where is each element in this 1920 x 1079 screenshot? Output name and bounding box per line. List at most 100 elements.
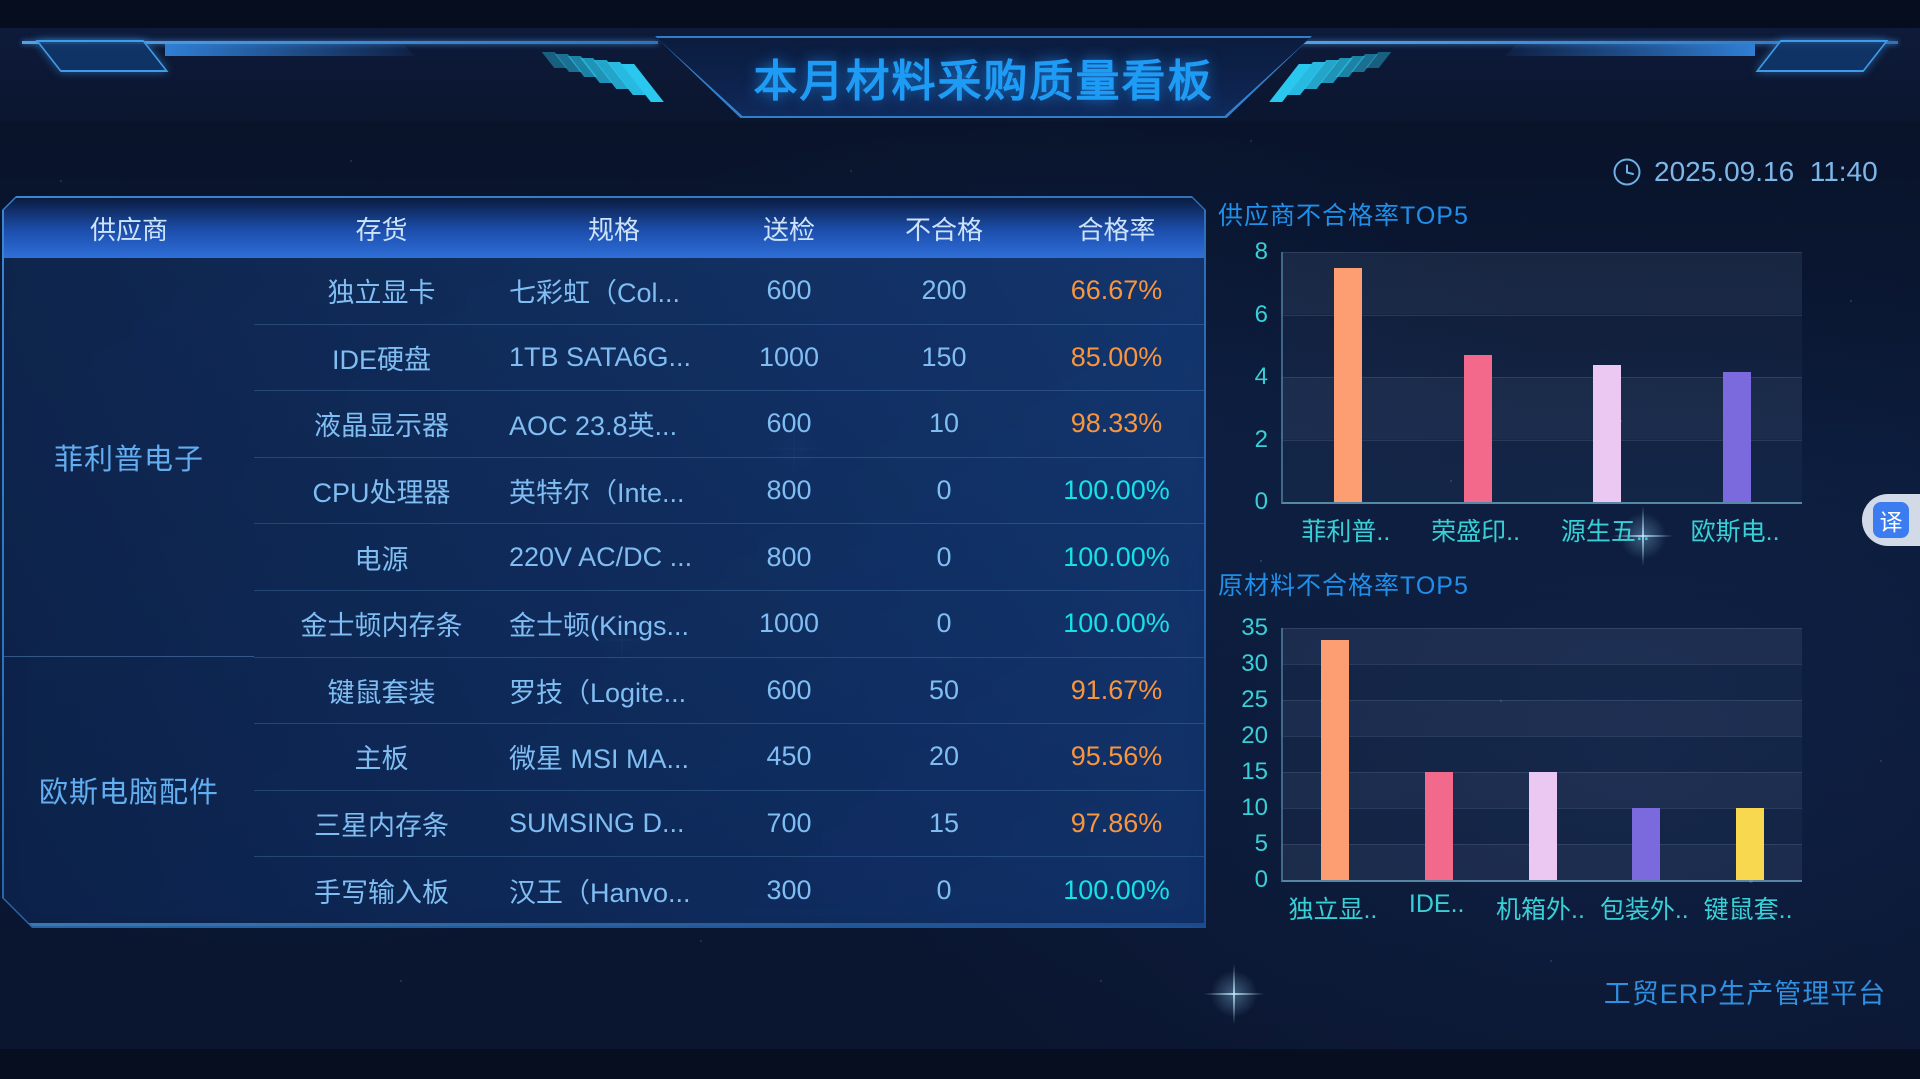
gridline	[1283, 439, 1802, 441]
pass-rate-cell: 100.00%	[1063, 475, 1170, 506]
item-cell: 液晶显示器	[314, 411, 449, 442]
title-container: 本月材料采购质量看板	[655, 36, 1312, 118]
inspected-cell: 700	[766, 808, 812, 839]
gridline	[1283, 377, 1802, 378]
y-axis-tick-label: 6	[1254, 300, 1268, 328]
defect-cell: 200	[921, 275, 967, 306]
gridline	[1283, 700, 1802, 701]
table-row: 液晶显示器 AOC 23.8英... 600 10 98.33%	[254, 391, 1204, 458]
chart-bar	[1593, 364, 1622, 502]
clock-icon	[1612, 157, 1642, 187]
header-line-left	[22, 41, 658, 44]
spec-cell: 汉王（Hanvo...	[509, 877, 691, 908]
chart-bar	[1528, 772, 1557, 880]
defect-cell: 0	[936, 475, 952, 506]
defect-cell: 10	[928, 408, 960, 439]
header-ornament-left	[35, 40, 169, 72]
column-header-spec: 规格	[587, 214, 640, 245]
chart-plot-area	[1281, 628, 1802, 882]
spec-cell: 七彩虹（Col...	[509, 278, 681, 309]
item-cell: CPU处理器	[312, 478, 451, 509]
defect-cell: 20	[928, 741, 960, 772]
x-axis-category-label: 源生五..	[1560, 518, 1650, 546]
column-header-item: 存货	[355, 214, 408, 245]
item-cell: 三星内存条	[314, 811, 449, 842]
pass-rate-cell: 66.67%	[1070, 275, 1163, 306]
x-axis-category-label: 键鼠套..	[1703, 896, 1793, 924]
y-axis-tick-label: 2	[1254, 425, 1268, 453]
y-axis-tick-label: 8	[1254, 238, 1268, 265]
defect-cell: 0	[936, 874, 952, 905]
chart-bar	[1736, 808, 1765, 880]
header-bar-left	[165, 44, 415, 56]
inspected-cell: 600	[766, 674, 812, 705]
inspected-cell: 1000	[758, 341, 820, 372]
gridline	[1283, 736, 1802, 737]
inspected-cell: 1000	[758, 608, 820, 639]
defect-cell: 15	[928, 808, 960, 839]
supplier-group-cell: 欧斯电脑配件	[38, 777, 219, 810]
header-banner: 本月材料采购质量看板	[0, 28, 1920, 122]
chart-bar	[1723, 372, 1752, 502]
table-row: 三星内存条 SUMSING D... 700 15 97.86%	[254, 791, 1204, 858]
gridline	[1283, 252, 1802, 253]
item-cell: 金士顿内存条	[300, 611, 463, 642]
x-axis-category-label: 菲利普..	[1301, 518, 1391, 546]
table-row: 独立显卡 七彩虹（Col... 600 200 66.67%	[254, 258, 1204, 325]
pass-rate-cell: 98.33%	[1070, 408, 1163, 439]
gridline	[1283, 314, 1802, 316]
defect-cell: 0	[936, 608, 952, 639]
translate-button[interactable]: 译	[1873, 502, 1909, 538]
pass-rate-cell: 100.00%	[1063, 541, 1170, 572]
pass-rate-cell: 100.00%	[1063, 874, 1170, 905]
top-strip	[0, 0, 1920, 28]
x-axis-category-label: 欧斯电..	[1690, 518, 1780, 546]
translate-widget: 译	[1862, 494, 1920, 546]
x-axis-category-label: 机箱外..	[1496, 896, 1585, 924]
y-axis-tick-label: 25	[1241, 686, 1268, 713]
pass-rate-cell: 95.56%	[1070, 741, 1163, 772]
table-row: IDE硬盘 1TB SATA6G... 1000 150 85.00%	[254, 325, 1204, 392]
spec-cell: 220V AC/DC ...	[509, 541, 693, 572]
material-defect-rate-chart: 原材料不合格率TOP5 0 5 10 15 20 25 30 35 独立显.. IDE.. 机箱外.…	[1218, 566, 1878, 931]
header-ornament-right	[1755, 40, 1889, 72]
y-axis-tick-label: 20	[1241, 722, 1268, 749]
y-axis-tick-label: 30	[1241, 650, 1268, 677]
chart-bar	[1632, 808, 1661, 880]
chart-bar	[1320, 640, 1349, 880]
chart-plot-area	[1281, 252, 1802, 504]
y-axis-tick-label: 0	[1254, 488, 1268, 515]
table-rows: 独立显卡 七彩虹（Col... 600 200 66.67% IDE硬盘 1TB SATA6…	[254, 258, 1204, 923]
quality-table-panel: 供应商 存货 规格 送检 不合格 合格率 菲利普电子 欧斯电脑配件 独立显卡 七彩虹…	[2, 196, 1206, 928]
pass-rate-cell: 100.00%	[1063, 608, 1170, 639]
column-header-pass-rate: 合格率	[1077, 214, 1156, 245]
chart-title: 供应商不合格率TOP5	[1218, 202, 1469, 230]
table-row: CPU处理器 英特尔（Inte... 800 0 100.00%	[254, 458, 1204, 525]
table-body: 菲利普电子 欧斯电脑配件 独立显卡 七彩虹（Col... 600 200 66.67% ID…	[4, 258, 1204, 923]
page-title: 本月材料采购质量看板	[753, 57, 1214, 106]
x-axis-category-label: 荣盛印..	[1431, 518, 1521, 546]
table-header: 供应商 存货 规格 送检 不合格 合格率	[4, 198, 1204, 258]
column-header-supplier: 供应商	[89, 214, 168, 245]
defect-cell: 0	[936, 541, 952, 572]
spec-cell: 金士顿(Kings...	[509, 611, 690, 642]
chart-bar	[1463, 355, 1492, 502]
column-header-defect: 不合格	[904, 214, 983, 245]
x-axis-category-label: 独立显..	[1288, 896, 1378, 924]
chart-title: 原材料不合格率TOP5	[1218, 572, 1469, 600]
datetime-text: 2025.09.16 11:40	[1654, 156, 1878, 187]
item-cell: IDE硬盘	[331, 344, 431, 375]
y-axis-tick-label: 4	[1254, 363, 1268, 390]
chart-bar	[1333, 267, 1362, 502]
chart-bar	[1424, 772, 1453, 880]
spec-cell: 罗技（Logite...	[509, 677, 687, 708]
item-cell: 独立显卡	[327, 278, 436, 309]
table-row: 键鼠套装 罗技（Logite... 600 50 91.67%	[254, 658, 1204, 725]
table-row: 主板 微星 MSI MA... 450 20 95.56%	[254, 724, 1204, 791]
table-row: 手写输入板 汉王（Hanvo... 300 0 100.00%	[254, 857, 1204, 923]
table-row: 金士顿内存条 金士顿(Kings... 1000 0 100.00%	[254, 591, 1204, 658]
y-axis-tick-label: 35	[1241, 614, 1268, 641]
item-cell: 键鼠套装	[327, 677, 436, 708]
bottom-strip	[0, 1049, 1920, 1079]
supplier-column: 菲利普电子 欧斯电脑配件	[4, 258, 254, 923]
